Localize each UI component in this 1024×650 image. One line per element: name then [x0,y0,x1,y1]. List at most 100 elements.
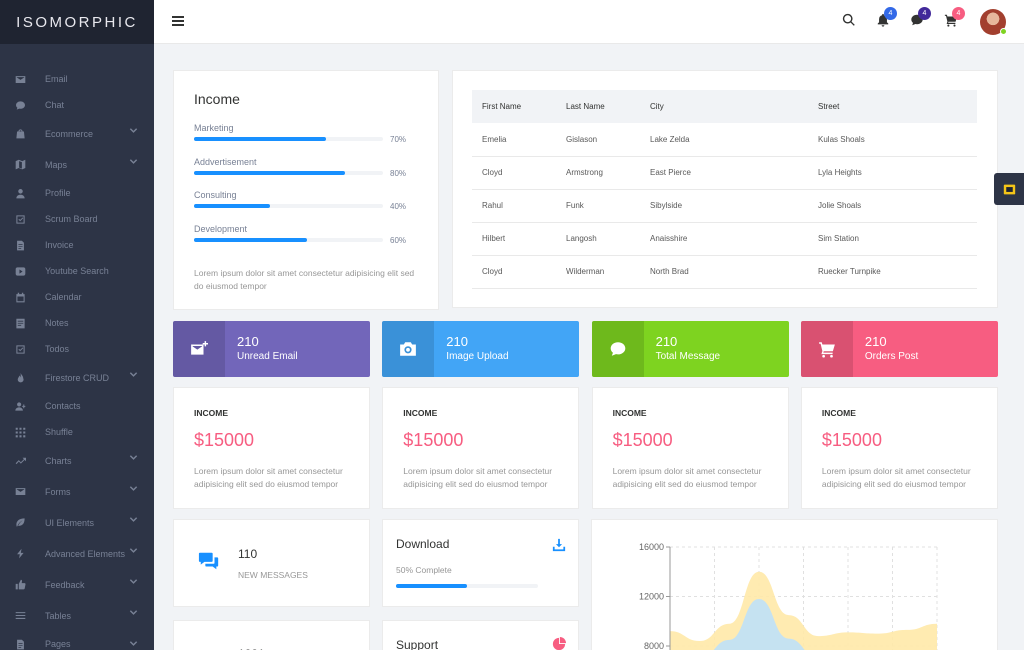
thumbs-up-icon [14,579,26,591]
table-cell: Cloyd [472,255,556,289]
income-title: Income [194,91,240,107]
sidebar-item-label: Tables [45,610,72,621]
table-row: Cloyd Armstrong East Pierce Lyla Heights [472,156,977,190]
stat-card-total-message[interactable]: 210 Total Message [591,321,789,377]
column-header-street[interactable]: Street [808,90,977,123]
area-series-1 [713,598,805,650]
search-icon[interactable] [842,13,858,29]
column-header-first-name[interactable]: First Name [472,90,556,123]
sidebar-item-label: Feedback [45,579,85,590]
pie-chart-icon[interactable] [552,637,566,650]
theme-switcher-button[interactable] [994,173,1024,205]
sidebar-item-ui-elements[interactable]: UI Elements [0,507,154,538]
chevron-down-icon[interactable] [129,577,138,586]
table-cell: Anaisshire [640,222,808,256]
column-header-city[interactable]: City [640,90,808,123]
table-cell: Kulas Shoals [808,123,977,157]
cart-icon[interactable]: 4 [944,7,965,29]
income-card: INCOME $15000 Lorem ipsum dolor sit amet c… [173,387,370,509]
column-header-last-name[interactable]: Last Name [556,90,640,123]
messages-count-badge: 4 [918,7,931,20]
stat-card-unread-email[interactable]: 210 Unread Email [173,321,370,377]
stat-card-orders-post[interactable]: 210 Orders Post [800,321,998,377]
chevron-down-icon[interactable] [129,546,138,555]
map-icon [14,159,26,171]
table-cell: Cloyd [472,156,556,190]
app-logo[interactable]: ISOMORPHIC [0,0,154,44]
sidebar-item-advanced-elements[interactable]: Advanced Elements [0,538,154,569]
sidebar-item-profile[interactable]: Profile [0,180,154,206]
list-icon [14,610,26,622]
sidebar-item-notes[interactable]: Notes [0,310,154,336]
sidebar-item-email[interactable]: Email [0,66,154,92]
table-row: Emelia Gislason Lake Zelda Kulas Shoals [472,123,977,157]
download-icon[interactable] [552,538,566,552]
chevron-down-icon[interactable] [129,515,138,524]
sidebar-item-forms[interactable]: Forms [0,476,154,507]
sidebar-item-todos[interactable]: Todos [0,336,154,362]
note-icon [14,317,26,329]
table-cell: Sim Station [808,222,977,256]
income-card-title: INCOME [403,408,438,418]
chevron-down-icon[interactable] [129,484,138,493]
download-status: 50% Complete [396,565,452,575]
chevron-down-icon[interactable] [129,157,138,166]
menu-toggle-icon[interactable] [172,16,184,26]
sidebar-item-contacts[interactable]: Contacts [0,393,154,419]
chevron-down-icon[interactable] [129,453,138,462]
chevron-down-icon[interactable] [129,126,138,135]
progress-fill [194,204,270,208]
sidebar-item-feedback[interactable]: Feedback [0,569,154,600]
income-card: INCOME $15000 Lorem ipsum dolor sit amet c… [591,387,789,509]
stat-number: 210 [655,334,678,349]
progress-bar [194,204,383,208]
sidebar-item-firestore-crud[interactable]: Firestore CRUD [0,362,154,393]
table-row: Rahul Funk Sibylside Jolie Shoals [472,189,977,223]
sidebar-item-charts[interactable]: Charts [0,445,154,476]
chevron-down-icon[interactable] [129,608,138,617]
partial-stat-value: 1231 [238,647,265,650]
sidebar-item-maps[interactable]: Maps [0,149,154,180]
notification-bell-icon[interactable]: 4 [876,7,897,29]
table-cell: North Brad [640,255,808,289]
sidebar-item-shuffle[interactable]: Shuffle [0,419,154,445]
stat-label: Total Message [655,351,721,362]
download-progress-fill [396,584,467,588]
income-card: INCOME $15000 Lorem ipsum dolor sit amet c… [800,387,998,509]
sidebar-item-tables[interactable]: Tables [0,600,154,631]
sidebar-item-label: Scrum Board [45,214,98,224]
bolt-icon [14,548,26,560]
progress-label: Development [194,223,248,234]
stat-label: Orders Post [864,351,919,362]
sidebar-item-pages[interactable]: Pages [0,631,154,650]
user-avatar[interactable] [980,9,1007,35]
download-progress-bar [396,584,538,588]
leaf-icon [14,517,26,529]
sidebar-item-youtube-search[interactable]: Youtube Search [0,258,154,284]
progress-fill [194,170,346,175]
messages-icon[interactable]: 4 [910,7,931,29]
y-tick-label: 16000 [639,542,664,552]
progress-row-consulting: Consulting 40% [194,190,406,211]
table-row: Hilbert Langosh Anaisshire Sim Station [472,222,977,256]
theme-switcher-icon [1003,184,1015,194]
sidebar-item-label: Firestore CRUD [45,372,110,383]
table-cell: Lake Zelda [640,123,808,157]
chevron-down-icon[interactable] [129,370,138,379]
sidebar-item-invoice[interactable]: Invoice [0,232,154,258]
progress-percent: 80% [390,168,407,178]
sidebar-item-label: Contacts [45,401,81,411]
progress-fill [194,137,327,141]
sidebar-item-label: Maps [45,159,68,170]
sidebar-item-label: Charts [45,455,72,466]
sidebar-item-label: Shuffle [45,427,73,437]
stat-card-image-upload[interactable]: 210 Image Upload [382,321,580,377]
income-card-amount: $15000 [194,430,255,450]
chevron-down-icon[interactable] [129,639,138,648]
sidebar-item-chat[interactable]: Chat [0,92,154,118]
sidebar-item-ecommerce[interactable]: Ecommerce [0,118,154,149]
grid-icon [14,426,26,438]
progress-row-marketing: Marketing 70% [194,123,406,144]
sidebar-item-calendar[interactable]: Calendar [0,284,154,310]
sidebar-item-scrum-board[interactable]: Scrum Board [0,206,154,232]
